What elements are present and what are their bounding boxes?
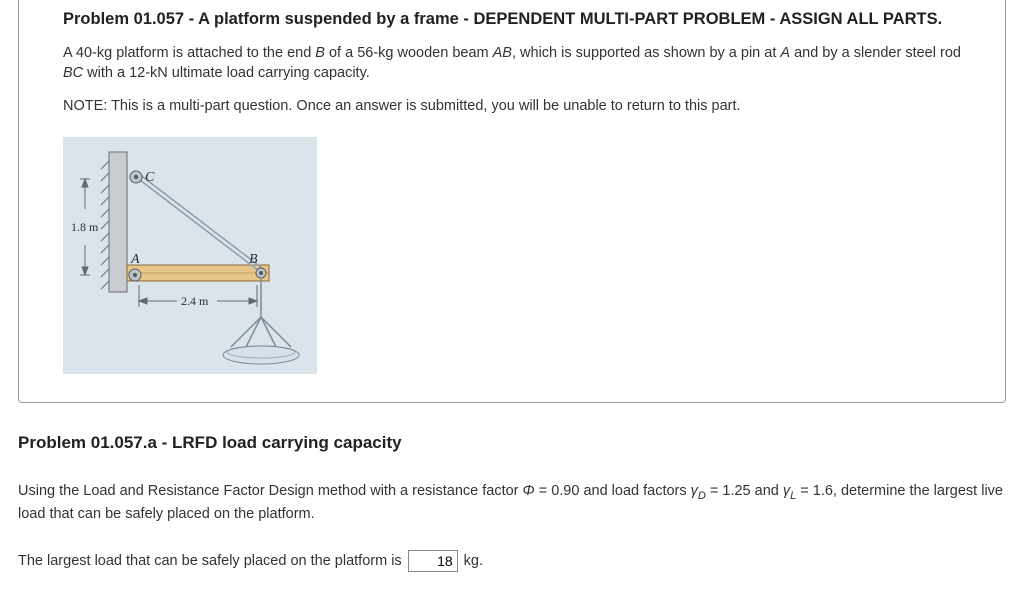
desc-text: of a 56-kg wooden beam	[325, 45, 493, 61]
desc-var: AB	[493, 45, 512, 61]
problem-container: Problem 01.057 - A platform suspended by…	[18, 0, 1006, 403]
diagram: 1.8 m	[63, 137, 317, 374]
answer-unit: kg.	[464, 553, 483, 569]
problem-note: NOTE: This is a multi-part question. Onc…	[63, 97, 961, 117]
subproblem-description: Using the Load and Resistance Factor Des…	[18, 481, 1006, 526]
gamma-d: γ	[691, 483, 698, 499]
label-a: A	[130, 252, 140, 267]
desc-text: , which is supported as shown by a pin a…	[512, 45, 780, 61]
diagram-svg: 1.8 m	[63, 137, 317, 374]
h-dim-label: 2.4 m	[181, 294, 209, 308]
sp-text: = 0.90 and load factors	[535, 483, 691, 499]
answer-input[interactable]	[408, 550, 458, 572]
platform-ropes	[231, 279, 291, 349]
label-c: C	[145, 170, 155, 185]
pin-a-dot	[133, 273, 137, 277]
desc-var: A	[780, 45, 790, 61]
sp-text: = 1.25 and	[706, 483, 783, 499]
desc-var: B	[315, 45, 325, 61]
subproblem-title: Problem 01.057.a - LRFD load carrying ca…	[18, 433, 1006, 453]
problem-description: A 40-kg platform is attached to the end …	[63, 44, 961, 83]
desc-text: with a 12-kN ultimate load carrying capa…	[83, 65, 370, 81]
phi-symbol: Φ	[523, 483, 535, 499]
desc-text: A 40-kg platform is attached to the end	[63, 45, 315, 61]
note-label: NOTE:	[63, 98, 107, 114]
label-b: B	[249, 252, 258, 267]
wall-hatch	[101, 161, 109, 289]
sp-text: Using the Load and Resistance Factor Des…	[18, 483, 523, 499]
answer-prefix: The largest load that can be safely plac…	[18, 553, 402, 569]
desc-text: and by a slender steel rod	[790, 45, 961, 61]
rod-outline	[136, 174, 262, 271]
gamma-d-sub: D	[698, 490, 706, 502]
rod	[136, 174, 262, 271]
pin-c-dot	[134, 175, 138, 179]
desc-var: BC	[63, 65, 83, 81]
note-text: This is a multi-part question. Once an a…	[107, 98, 740, 114]
wall	[109, 152, 127, 292]
v-dim-label: 1.8 m	[71, 220, 99, 234]
pin-b-dot	[259, 271, 263, 275]
problem-title: Problem 01.057 - A platform suspended by…	[63, 0, 961, 30]
answer-line: The largest load that can be safely plac…	[18, 550, 1006, 572]
